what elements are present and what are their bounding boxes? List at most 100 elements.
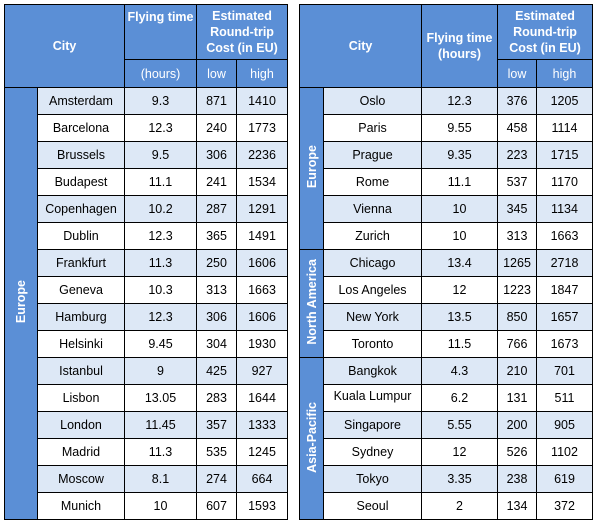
flying-time-cell: 2 [421, 492, 498, 520]
flying-time-header: Flying time [124, 4, 197, 60]
table-row: Toronto 11.5 766 1673 [300, 330, 593, 358]
low-cost-cell: 1223 [497, 276, 537, 304]
table-row: Brussels 9.5 306 2236 [5, 141, 288, 169]
high-cost-cell: 1114 [536, 114, 593, 142]
city-cell: Singapore [323, 411, 422, 439]
city-cell: Oslo [323, 87, 422, 115]
cost-header: Estimated Round-trip Cost (in EU) [497, 4, 593, 60]
high-cost-cell: 1170 [536, 168, 593, 196]
high-cost-cell: 1291 [236, 195, 288, 223]
low-cost-cell: 850 [497, 303, 537, 331]
table-row: Kuala Lumpur 6.2 131 511 [300, 384, 593, 412]
city-cell: Hamburg [37, 303, 125, 331]
hours-unit-label: (hours) [437, 47, 482, 61]
city-cell: Madrid [37, 438, 125, 466]
flying-time-cell: 10.2 [124, 195, 197, 223]
flying-time-cell: 9.45 [124, 330, 197, 358]
city-cell: Frankfurt [37, 249, 125, 277]
table-row: Istanbul 9 425 927 [5, 357, 288, 385]
high-cost-cell: 1847 [536, 276, 593, 304]
table-row: Copenhagen 10.2 287 1291 [5, 195, 288, 223]
high-cost-cell: 1773 [236, 114, 288, 142]
low-cost-cell: 425 [196, 357, 237, 385]
table-row: North America Chicago 13.4 1265 2718 [299, 249, 593, 358]
high-cost-cell: 1102 [536, 438, 593, 466]
flying-time-cell: 13.4 [421, 249, 498, 277]
region-label: Europe [304, 145, 319, 189]
flying-time-cell: 9.35 [421, 141, 498, 169]
low-cost-cell: 607 [196, 492, 237, 520]
city-cell: Budapest [37, 168, 125, 196]
region-europe: Europe [4, 87, 38, 520]
table-row: Seoul 2 134 372 [300, 492, 593, 520]
table-row: London 11.45 357 1333 [5, 411, 288, 439]
low-cost-cell: 1265 [497, 249, 537, 277]
table-row: Sydney 12 526 1102 [300, 438, 593, 466]
high-cost-cell: 1593 [236, 492, 288, 520]
table-row: Budapest 11.1 241 1534 [5, 168, 288, 196]
flying-time-cell: 11.1 [421, 168, 498, 196]
table-row: Paris 9.55 458 1114 [300, 114, 593, 142]
region-asia-pacific: Asia-Pacific [299, 357, 324, 520]
low-cost-cell: 458 [497, 114, 537, 142]
table-row: Dublin 12.3 365 1491 [5, 222, 288, 250]
flying-time-cell: 6.2 [421, 384, 498, 412]
low-cost-cell: 306 [196, 141, 237, 169]
city-cell: Bangkok [323, 357, 422, 385]
flying-time-label: Flying time [426, 31, 493, 45]
flying-time-cell: 10 [421, 195, 498, 223]
flying-time-cell: 9.55 [421, 114, 498, 142]
high-cost-cell: 1491 [236, 222, 288, 250]
low-cost-cell: 365 [196, 222, 237, 250]
flying-time-cell: 3.35 [421, 465, 498, 493]
table-row: Los Angeles 12 1223 1847 [300, 276, 593, 304]
low-cost-cell: 223 [497, 141, 537, 169]
city-cell: Helsinki [37, 330, 125, 358]
region-europe: Europe [299, 87, 324, 250]
table-row: Tokyo 3.35 238 619 [300, 465, 593, 493]
city-cell: Barcelona [37, 114, 125, 142]
city-cell: Brussels [37, 141, 125, 169]
high-cost-cell: 701 [536, 357, 593, 385]
flying-time-cell: 10 [124, 492, 197, 520]
high-cost-cell: 1663 [536, 222, 593, 250]
table-row: Rome 11.1 537 1170 [300, 168, 593, 196]
region-north-america: North America [299, 249, 324, 358]
hours-unit-header: (hours) [124, 59, 197, 88]
flying-time-cell: 12.3 [421, 87, 498, 115]
city-cell: Munich [37, 492, 125, 520]
high-cost-cell: 1606 [236, 249, 288, 277]
city-cell: Rome [323, 168, 422, 196]
city-header: City [4, 4, 125, 88]
high-cost-cell: 1134 [536, 195, 593, 223]
table-row: Hamburg 12.3 306 1606 [5, 303, 288, 331]
low-cost-cell: 274 [196, 465, 237, 493]
flying-time-cell: 5.55 [421, 411, 498, 439]
flying-time-cell: 12 [421, 438, 498, 466]
flying-time-cell: 9.5 [124, 141, 197, 169]
region-label: North America [304, 259, 319, 345]
low-cost-cell: 238 [497, 465, 537, 493]
city-cell: New York [323, 303, 422, 331]
high-cost-cell: 2718 [536, 249, 593, 277]
right-table: City Flying time (hours) Estimated Round… [299, 4, 593, 520]
table-row: Vienna 10 345 1134 [300, 195, 593, 223]
low-cost-cell: 304 [196, 330, 237, 358]
left-table: City Flying time Estimated Round-trip Co… [4, 4, 288, 520]
city-cell: Los Angeles [323, 276, 422, 304]
city-cell: Moscow [37, 465, 125, 493]
cost-header: Estimated Round-trip Cost (in EU) [196, 4, 288, 60]
low-cost-cell: 313 [196, 276, 237, 304]
city-cell: Prague [323, 141, 422, 169]
high-header: high [236, 59, 288, 88]
right-table-body: Europe Oslo 12.3 376 1205 Paris 9.55 458 1114 Pra… [299, 87, 593, 520]
city-cell: Copenhagen [37, 195, 125, 223]
flying-time-cell: 8.1 [124, 465, 197, 493]
low-cost-cell: 537 [497, 168, 537, 196]
city-cell: Toronto [323, 330, 422, 358]
low-cost-cell: 526 [497, 438, 537, 466]
city-cell: Geneva [37, 276, 125, 304]
low-cost-cell: 345 [497, 195, 537, 223]
table-row: Frankfurt 11.3 250 1606 [5, 249, 288, 277]
city-cell: Vienna [323, 195, 422, 223]
